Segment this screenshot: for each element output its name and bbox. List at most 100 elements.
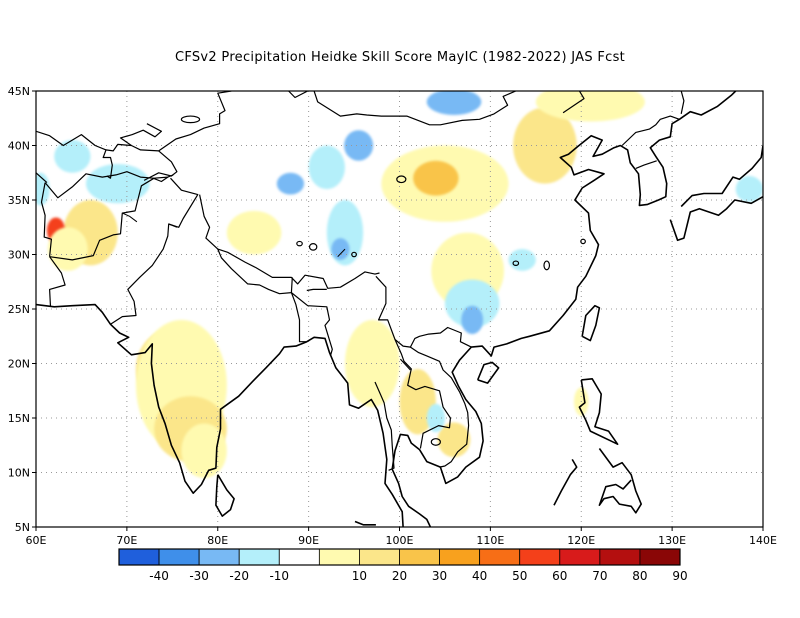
colorbar-label: 50 [512, 569, 527, 583]
score-patch [276, 172, 305, 195]
country-border [36, 172, 48, 184]
coastlines-and-borders [36, 91, 763, 527]
internal-boundary [337, 248, 346, 258]
country-border [375, 275, 472, 348]
country-border [399, 358, 411, 371]
score-patch [461, 305, 484, 335]
colorbar-label: -40 [149, 569, 169, 583]
x-tick-label: 90E [298, 534, 319, 547]
score-patch [344, 319, 400, 408]
x-tick-label: 140E [749, 534, 777, 547]
country-border [562, 91, 585, 114]
x-tick-label: 120E [567, 534, 595, 547]
score-patch [308, 145, 345, 190]
colorbar-swatch [278, 548, 320, 566]
country-border [44, 171, 169, 199]
colorbar-swatch [359, 548, 400, 566]
skill-score-field [36, 91, 763, 478]
coastline [581, 304, 601, 342]
colorbar-frame [118, 548, 681, 566]
score-patch [508, 249, 536, 271]
coastline [354, 520, 376, 526]
x-tick-label: 130E [658, 534, 686, 547]
score-patch [444, 279, 500, 328]
colorbar-swatch [599, 548, 641, 566]
country-border [635, 160, 657, 169]
coastline [391, 91, 737, 527]
country-border [199, 194, 380, 289]
lake-outline [180, 115, 201, 124]
x-tick-label: 70E [116, 534, 137, 547]
colorbar-swatch [559, 548, 601, 566]
lake-outline [308, 242, 318, 251]
internal-boundary [168, 223, 178, 228]
colorbar-swatch [158, 548, 200, 566]
score-patch [85, 164, 150, 204]
score-patch [735, 176, 763, 203]
coastline [669, 196, 763, 242]
colorbar-label: -20 [229, 569, 249, 583]
score-patch [535, 91, 645, 122]
y-tick-label: 10N [8, 467, 30, 480]
country-border [40, 182, 53, 257]
coastline [553, 458, 578, 506]
y-tick-label: 5N [15, 521, 30, 534]
score-patch [47, 227, 88, 271]
country-border [119, 123, 162, 152]
country-border [158, 91, 232, 152]
lake-outline [430, 438, 441, 446]
colorbar-swatch [439, 548, 481, 566]
country-border [36, 130, 107, 151]
colorbar-label: -10 [269, 569, 289, 583]
lake-outline [296, 240, 303, 247]
country-border [394, 339, 451, 449]
y-tick-label: 30N [8, 249, 30, 262]
y-tick-label: 20N [8, 358, 30, 371]
country-border [306, 288, 327, 292]
country-border [217, 248, 293, 295]
lake-outline [512, 260, 520, 267]
country-border [549, 91, 551, 92]
country-border [48, 256, 66, 307]
colorbar-swatch [318, 548, 360, 566]
score-patch [36, 172, 50, 206]
colorbar-label: 90 [672, 569, 687, 583]
score-patch [331, 238, 350, 260]
score-patch [54, 140, 91, 173]
country-border [110, 177, 199, 325]
score-patch [513, 107, 577, 184]
country-border [313, 91, 517, 126]
colorbar-swatch [399, 548, 440, 566]
x-tick-label: 110E [476, 534, 504, 547]
coastline [680, 145, 763, 208]
colorbar-label: 30 [432, 569, 447, 583]
x-tick-label: 100E [386, 534, 414, 547]
country-border [288, 91, 308, 99]
map-title: CFSv2 Precipitation Heidke Skill Score M… [174, 50, 626, 65]
gridlines [36, 91, 763, 527]
x-axis-ticks: 60E 70E 80E 90E 100E 110E 120E 130E 140E [26, 527, 777, 547]
coastline [476, 361, 500, 384]
colorbar-swatch [118, 548, 160, 566]
coastline [215, 474, 235, 517]
score-patch [426, 403, 445, 433]
colorbar: -40 -30 -20 -10 10 20 30 40 50 60 70 80 90 [118, 548, 688, 583]
colorbar-label: 80 [632, 569, 647, 583]
coastline [598, 448, 643, 514]
country-border [143, 150, 178, 181]
y-tick-label: 35N [8, 194, 30, 207]
colorbar-swatch [479, 548, 521, 566]
colorbar-label: 40 [472, 569, 487, 583]
coastline [578, 377, 619, 446]
country-border [621, 115, 680, 146]
colorbar-swatch [198, 548, 240, 566]
coastline [36, 303, 404, 527]
country-border [374, 381, 395, 471]
colorbar-swatch [519, 548, 561, 566]
lake-outline [543, 260, 551, 271]
score-patch [413, 160, 459, 196]
score-patch [426, 91, 482, 115]
colorbar-swatch [238, 548, 280, 566]
country-border [102, 143, 132, 179]
